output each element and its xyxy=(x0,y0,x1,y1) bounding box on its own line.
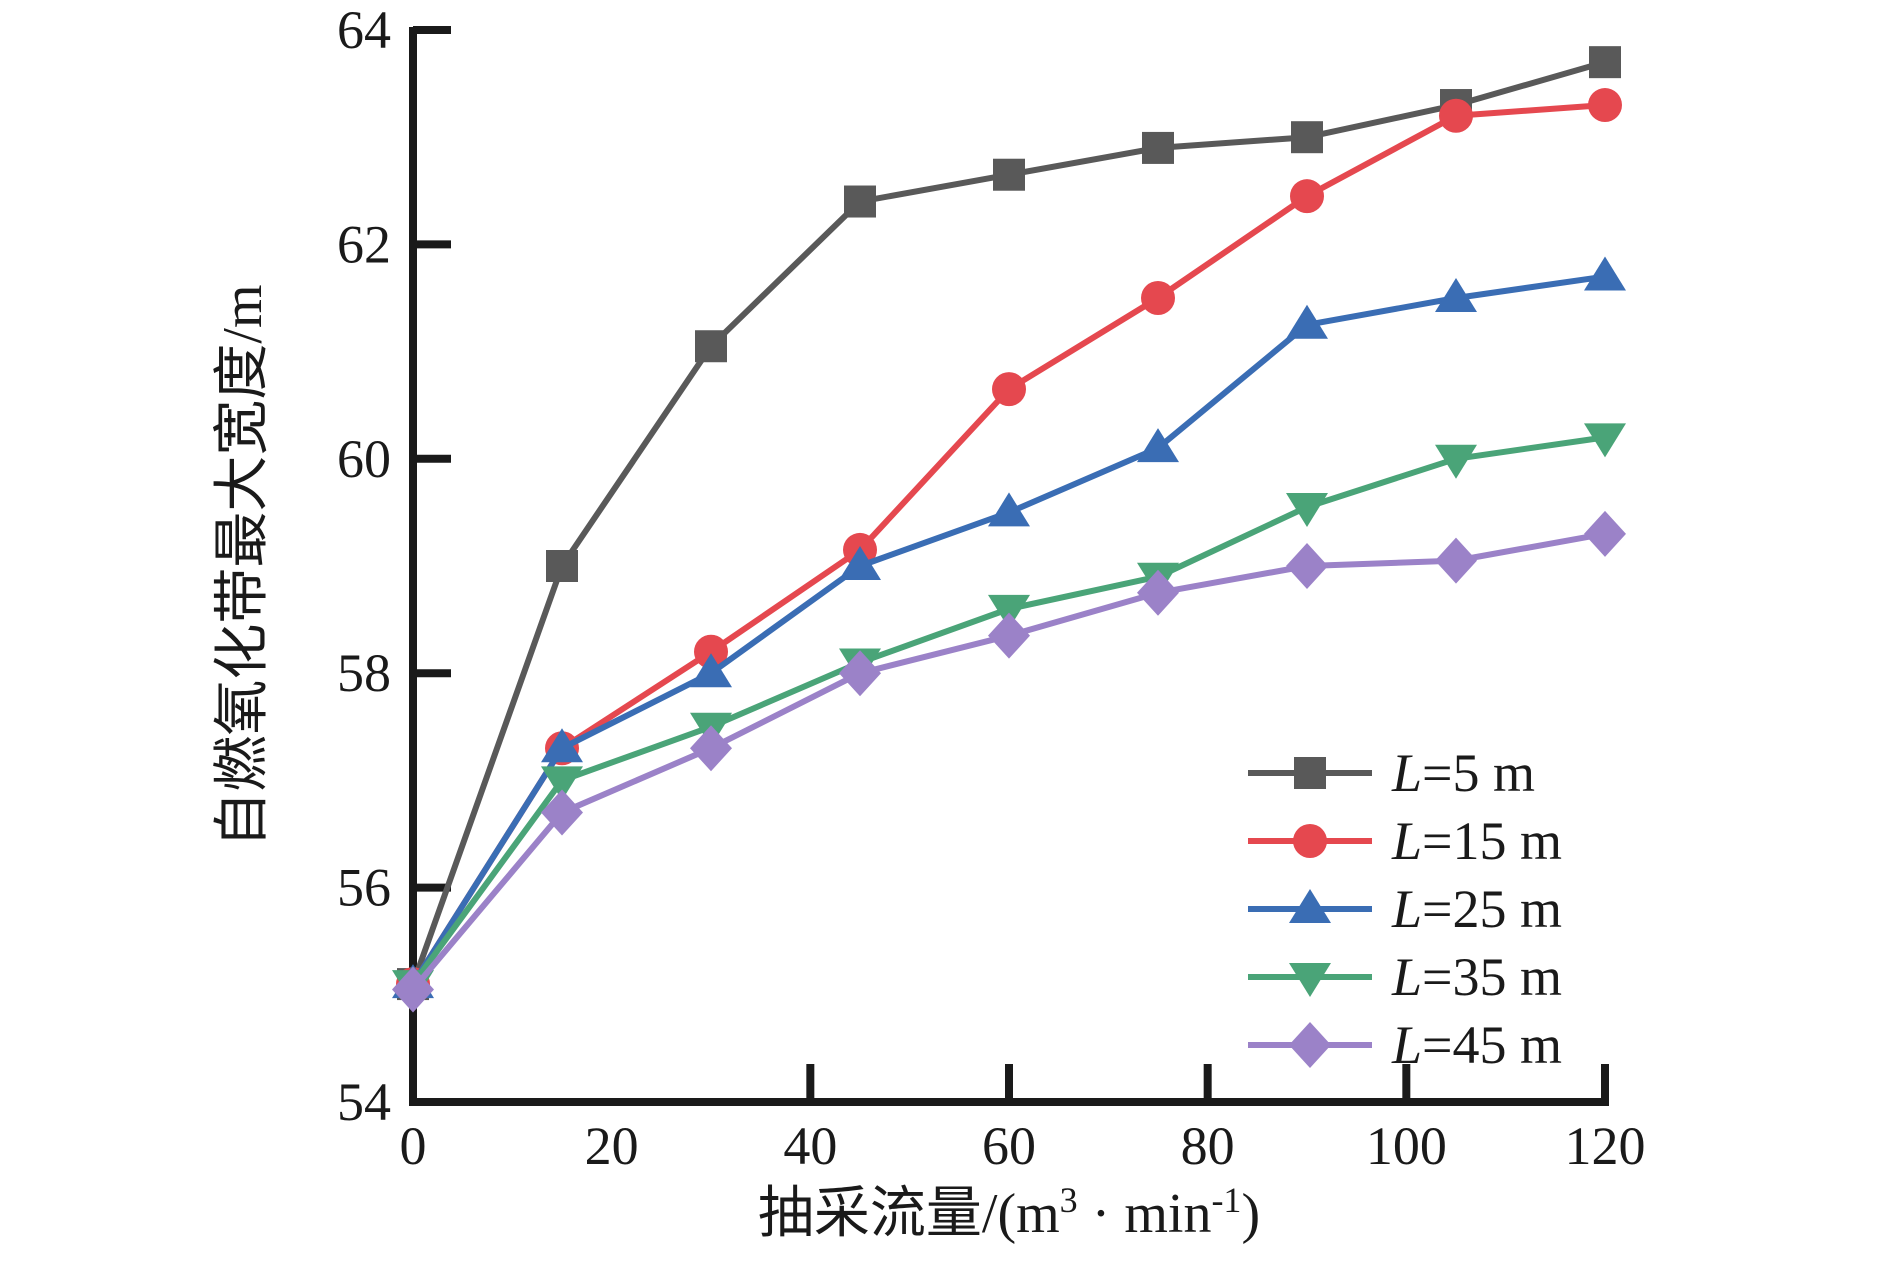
y-tick-label: 58 xyxy=(337,643,391,703)
data-point-s2-x15 xyxy=(541,728,583,763)
data-point-s2-x30 xyxy=(690,653,732,688)
y-tick-label: 60 xyxy=(337,429,391,489)
data-point-s2-x75 xyxy=(1137,428,1179,463)
data-point-s2-x45 xyxy=(839,546,881,580)
data-point-s0-x15 xyxy=(546,550,578,582)
legend-label-1: L=15 m xyxy=(1391,811,1562,871)
data-point-s4-x90 xyxy=(1286,543,1328,589)
x-axis-title: 抽采流量/(m3 · min-1) xyxy=(758,1180,1260,1245)
data-point-s3-x60 xyxy=(988,594,1030,629)
data-point-s0-x120 xyxy=(1589,46,1621,79)
data-point-s4-x120 xyxy=(1584,510,1626,557)
data-point-s1-x30 xyxy=(694,634,728,669)
data-point-s4-x60 xyxy=(988,612,1030,659)
data-point-s3-x15 xyxy=(541,766,583,801)
data-point-s0-x60 xyxy=(993,158,1025,191)
data-point-s2-x120 xyxy=(1584,256,1626,291)
data-point-s4-x45 xyxy=(839,650,881,697)
x-tick-label: 0 xyxy=(400,1116,427,1176)
legend-label-4: L=45 m xyxy=(1391,1015,1562,1075)
data-point-s0-x75 xyxy=(1142,131,1174,164)
data-point-s3-x105 xyxy=(1435,444,1477,479)
legend-marker xyxy=(1293,824,1327,858)
y-axis-title: 自燃氧化带最大宽度/m xyxy=(212,284,274,847)
x-tick-label: 80 xyxy=(1181,1116,1235,1176)
y-tick-label: 62 xyxy=(337,214,391,274)
x-tick-label: 100 xyxy=(1366,1116,1447,1176)
y-tick-label: 64 xyxy=(337,0,391,60)
data-point-s1-x105 xyxy=(1439,98,1473,133)
x-tick-label: 120 xyxy=(1565,1116,1646,1176)
legend-label-0: L=5 m xyxy=(1391,743,1535,803)
x-tick-label: 40 xyxy=(783,1116,837,1176)
x-tick-label: 60 xyxy=(982,1116,1036,1176)
data-point-s0-x90 xyxy=(1291,121,1323,154)
data-point-s4-x30 xyxy=(690,725,732,772)
data-point-s4-x0 xyxy=(392,966,434,1013)
legend-marker xyxy=(1289,1022,1331,1068)
y-tick-label: 54 xyxy=(337,1072,391,1132)
data-point-s1-x90 xyxy=(1290,179,1324,214)
legend-marker xyxy=(1294,757,1326,789)
legend-marker xyxy=(1289,963,1331,997)
data-point-s0-x30 xyxy=(695,330,727,363)
data-point-s4-x75 xyxy=(1137,569,1179,616)
legend-marker xyxy=(1289,889,1331,923)
data-point-s1-x75 xyxy=(1141,281,1175,315)
x-tick-label: 20 xyxy=(585,1116,639,1176)
data-point-s2-x90 xyxy=(1286,304,1328,339)
data-point-s4-x15 xyxy=(541,789,583,836)
data-point-s3-x120 xyxy=(1584,423,1626,458)
legend-label-3: L=35 m xyxy=(1391,947,1562,1007)
data-point-s0-x45 xyxy=(844,185,876,218)
legend-label-2: L=25 m xyxy=(1391,879,1562,939)
data-point-s3-x90 xyxy=(1286,493,1328,528)
data-point-s1-x60 xyxy=(992,372,1026,407)
data-point-s4-x105 xyxy=(1435,537,1477,584)
data-point-s2-x60 xyxy=(988,492,1030,527)
data-point-s2-x105 xyxy=(1435,278,1477,312)
data-point-s1-x120 xyxy=(1588,88,1622,123)
y-tick-label: 56 xyxy=(337,858,391,918)
